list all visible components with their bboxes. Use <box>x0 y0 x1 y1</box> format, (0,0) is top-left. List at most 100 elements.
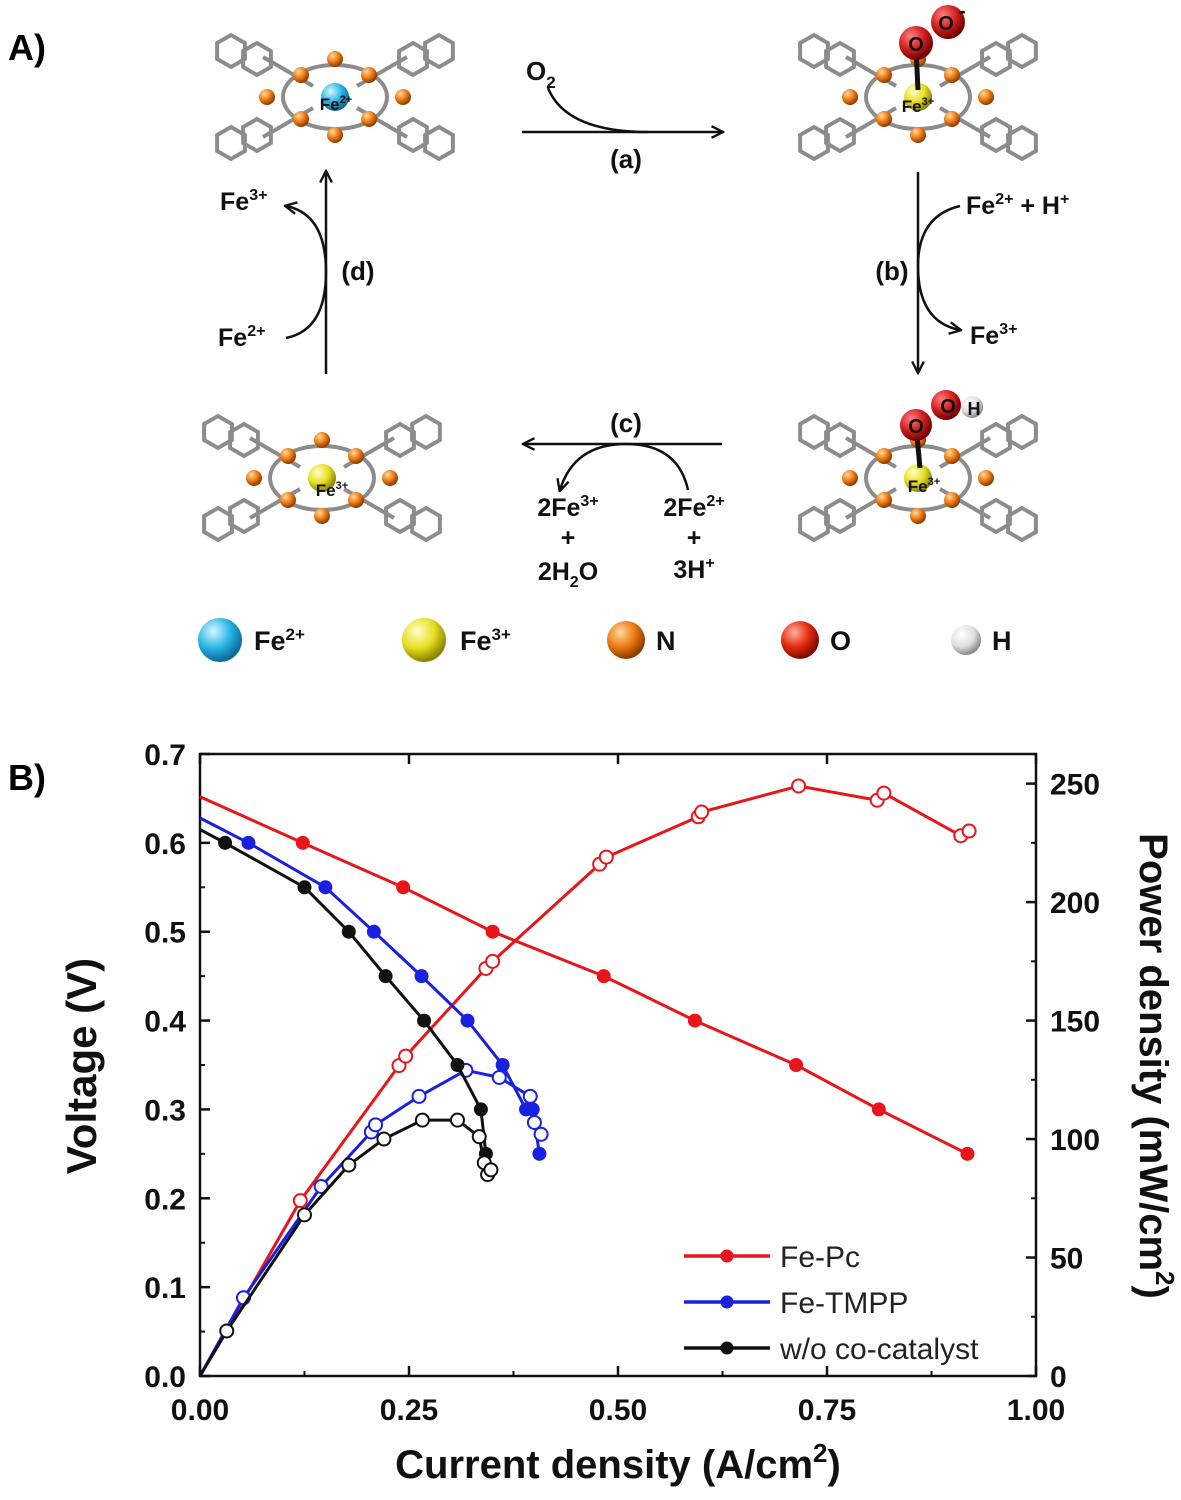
y-axis-label: Voltage (V) <box>58 958 105 1174</box>
benzo-ring <box>410 413 442 451</box>
hydroperoxo-ligand: O O H <box>900 390 983 469</box>
nitrogen-atom <box>910 508 926 524</box>
benzo-ring <box>202 505 234 543</box>
nitrogen-atom <box>293 111 309 127</box>
voltage-line-fe-pc <box>199 795 969 1156</box>
svg-text:+: + <box>687 524 702 552</box>
panel-b-label: B) <box>8 757 46 798</box>
o2-label: O2 <box>526 56 556 92</box>
atom-legend-fe2: Fe2+ <box>198 618 305 662</box>
svg-text:O: O <box>940 396 956 418</box>
svg-text:H: H <box>968 399 981 419</box>
y-tick-label: 0.2 <box>144 1183 186 1216</box>
voltage-point-fe-tmpp <box>318 880 333 895</box>
svg-text:O: O <box>830 626 851 656</box>
chart-legend: Fe-Pc Fe-TMPP w/o co-catalyst <box>684 1241 979 1366</box>
nitrogen-atom <box>382 470 398 486</box>
nitrogen-atom <box>246 470 262 486</box>
step-d-reactant: Fe2+ <box>218 323 265 352</box>
svg-text:3H+: 3H+ <box>673 555 714 584</box>
panel-a-label: A) <box>8 27 46 68</box>
voltage-point-fe-tmpp <box>366 924 381 939</box>
atom-legend: Fe2+ Fe3+ N O H <box>198 618 1012 662</box>
benzo-ring <box>1006 32 1038 70</box>
y2-axis-label: Power density (mW/cm2) <box>1131 833 1180 1299</box>
y2-tick-label: 200 <box>1050 887 1100 920</box>
power-point-fe-tmpp <box>313 1178 329 1194</box>
benzo-ring <box>798 32 830 70</box>
benzo-ring <box>1006 505 1038 543</box>
power-point-w-o-co-catalyst <box>219 1323 235 1339</box>
voltage-point-fe-tmpp <box>532 1146 547 1161</box>
center-label-top-right: Fe3+ <box>902 96 934 116</box>
y-tick-label: 0.1 <box>144 1272 186 1305</box>
power-point-w-o-co-catalyst <box>376 1131 392 1147</box>
voltage-point-fe-pc <box>295 835 310 850</box>
step-b-label: (b) <box>875 256 908 286</box>
chart-series <box>198 778 977 1377</box>
nitrogen-atom <box>978 470 994 486</box>
iron-center-atom <box>321 83 349 111</box>
power-point-fe-pc <box>598 849 614 865</box>
svg-text:2Fe3+: 2Fe3+ <box>537 493 598 522</box>
atom-legend-o: O <box>781 621 851 659</box>
nitrogen-atom <box>876 492 892 508</box>
svg-text:-: - <box>958 0 965 23</box>
nitrogen-atom <box>944 492 960 508</box>
nitrogen-atom <box>978 89 994 105</box>
voltage-point-fe-pc <box>789 1058 804 1072</box>
voltage-point-fe-pc <box>485 924 500 939</box>
center-label-bottom-left: Fe3+ <box>316 480 348 500</box>
x-tick-label: 0.50 <box>589 1394 647 1427</box>
nitrogen-atom <box>876 448 892 464</box>
legend-swatch-marker <box>720 1295 734 1309</box>
series-w-o-co-catalyst <box>198 828 499 1377</box>
voltage-point-fe-tmpp <box>241 835 256 850</box>
benzo-ring <box>824 497 856 535</box>
nitrogen-atom <box>944 67 960 83</box>
power-point-w-o-co-catalyst <box>449 1112 465 1128</box>
nitrogen-atom <box>395 89 411 105</box>
nitrogen-atom <box>314 508 330 524</box>
benzo-ring <box>384 497 416 535</box>
power-point-w-o-co-catalyst <box>483 1162 499 1178</box>
svg-text:O: O <box>908 416 924 438</box>
nitrogen-atom <box>876 111 892 127</box>
power-point-fe-pc <box>694 804 710 820</box>
atom-legend-h: H <box>951 625 1012 656</box>
x-tick-label: 0.25 <box>380 1394 438 1427</box>
step-c-arrow: (c) 2Fe2+ + 3H+ 2Fe3+ + 2H2O <box>524 408 725 591</box>
svg-text:O: O <box>908 34 924 56</box>
voltage-line-w-o-co-catalyst <box>199 828 488 1155</box>
legend-item-fe-tmpp: Fe-TMPP <box>684 1287 908 1320</box>
panel-b-polarization-chart: B) 0.00 0.25 0.50 0.75 1.000.00.10.20.30.40.… <box>8 739 1180 1487</box>
power-point-fe-pc <box>876 785 892 801</box>
voltage-point-w-o-co-catalyst <box>297 880 312 895</box>
nitrogen-atom <box>314 432 330 448</box>
y-tick-label: 0.0 <box>144 1361 186 1394</box>
nitrogen-atom <box>280 448 296 464</box>
svg-text:Fe2+: Fe2+ <box>254 625 305 656</box>
voltage-point-w-o-co-catalyst <box>341 924 356 939</box>
power-point-fe-pc <box>791 778 807 794</box>
voltage-point-fe-pc <box>871 1102 886 1117</box>
power-point-fe-tmpp <box>522 1088 538 1104</box>
x-tick-label: 1.00 <box>1007 1394 1065 1427</box>
step-d-product: Fe3+ <box>220 187 267 216</box>
benzo-ring <box>228 497 260 535</box>
legend-swatch-marker <box>720 1341 734 1355</box>
svg-text:+: + <box>561 524 576 552</box>
nitrogen-atom <box>348 448 364 464</box>
step-d-label: (d) <box>341 256 374 286</box>
y2-tick-label: 50 <box>1050 1243 1083 1276</box>
benzo-ring <box>1006 413 1038 451</box>
voltage-point-fe-tmpp <box>460 1013 475 1028</box>
benzo-ring <box>798 124 830 162</box>
step-a-label: (a) <box>610 144 642 174</box>
benzo-ring <box>202 413 234 451</box>
benzo-ring <box>798 505 830 543</box>
y-tick-label: 0.3 <box>144 1094 186 1127</box>
plot-frame <box>198 752 1038 1378</box>
svg-text:N: N <box>656 626 676 656</box>
voltage-point-fe-pc <box>596 969 611 984</box>
